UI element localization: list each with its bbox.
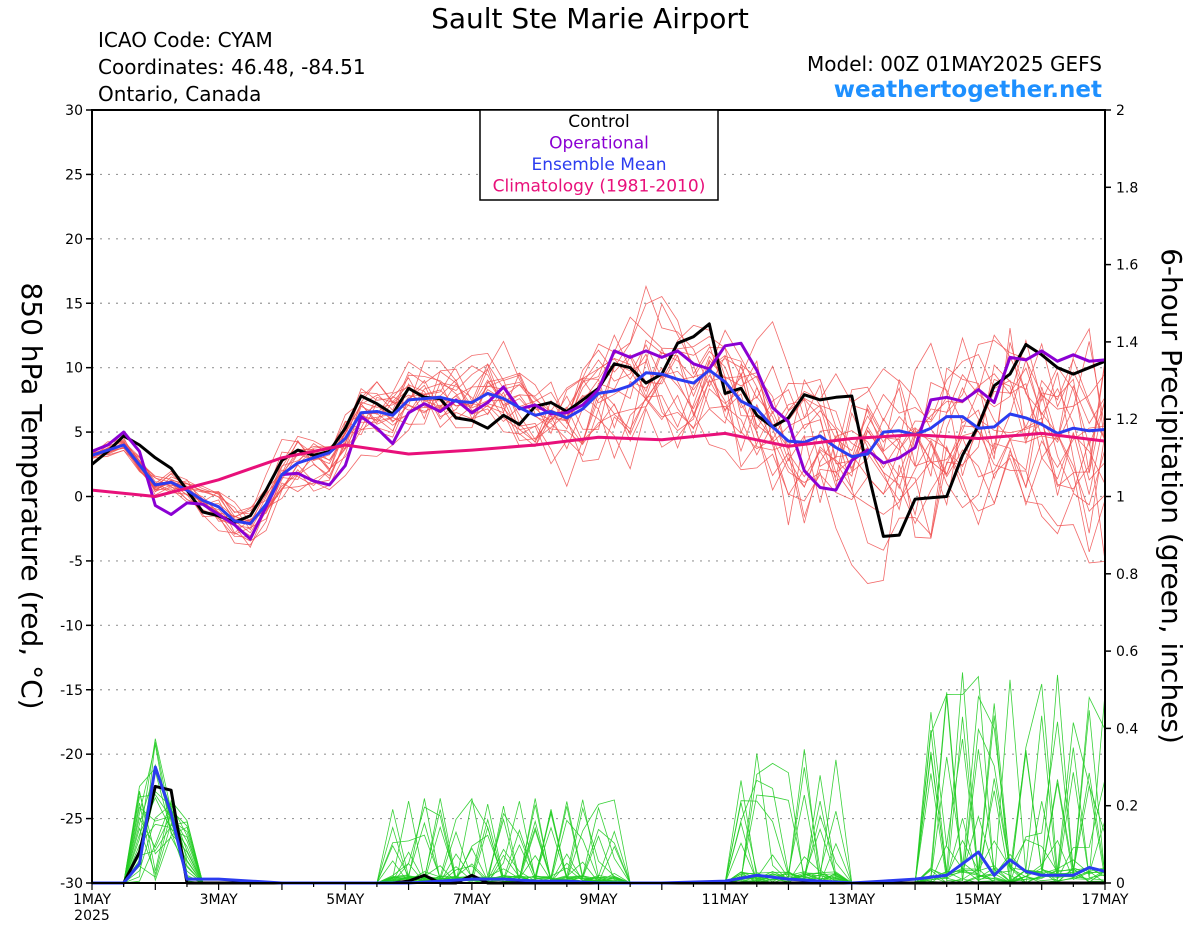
axes: 302520151050-5-10-15-20-25-3021.81.61.41… [60, 103, 1138, 924]
y-tick-label-right: 0.4 [1116, 721, 1138, 737]
site-link[interactable]: weathertogether.net [833, 77, 1102, 103]
model-run: Model: 00Z 01MAY2025 GEFS [807, 52, 1102, 76]
ensemble-member-temperature-line [91, 295, 1106, 523]
ensemble-member-precip-line [92, 675, 1106, 884]
y-tick-label-right: 1.6 [1116, 258, 1138, 274]
temperature-ensemble-mean-line [91, 368, 1106, 526]
ensemble-member-precip-line [92, 679, 1106, 884]
y-axis-label-right: 6-hour Precipitation (green, inches) [1155, 248, 1188, 744]
ensemble-member-temperature-line [91, 329, 1106, 535]
ensemble-member-temperature-line [91, 362, 1106, 584]
legend-entry: Climatology (1981-2010) [493, 177, 706, 197]
y-tick-label-right: 2 [1116, 103, 1125, 119]
ensemble-member-temperature-line [91, 334, 1106, 546]
y-tick-label-right: 0.2 [1116, 799, 1138, 815]
precip-ensemble-mean-line [92, 765, 1106, 885]
region: Ontario, Canada [98, 82, 262, 106]
y-tick-label-left: -25 [60, 812, 83, 828]
x-tick-label: 7MAY [453, 892, 491, 908]
y-tick-label-left: 25 [65, 167, 83, 183]
ensemble-member-precip-line [92, 672, 1106, 884]
y-tick-label-left: 5 [74, 425, 83, 441]
y-tick-label-right: 0.8 [1116, 567, 1138, 583]
y-tick-label-left: 20 [65, 232, 83, 248]
y-tick-label-right: 1.4 [1116, 335, 1138, 351]
ensemble-member-temperature-line [91, 342, 1106, 539]
coordinates: Coordinates: 46.48, -84.51 [98, 55, 366, 79]
x-tick-label: 11MAY [702, 892, 749, 908]
ensemble-member-precip-line [92, 710, 1106, 884]
y-axis-label-left: 850 hPa Temperature (red, °C) [15, 282, 48, 709]
legend-entry: Control [568, 112, 629, 132]
y-tick-label-right: 0.6 [1116, 644, 1138, 660]
x-tick-label: 15MAY [955, 892, 1002, 908]
y-tick-label-left: -10 [60, 618, 83, 634]
x-tick-label: 1MAY [73, 892, 111, 908]
y-tick-label-right: 0 [1116, 876, 1125, 892]
ensemble-member-temperature-line [91, 342, 1106, 529]
temperature-control-line [91, 322, 1106, 538]
legend-box [479, 109, 719, 201]
y-tick-label-left: 15 [65, 296, 83, 312]
y-tick-label-left: 30 [65, 103, 83, 119]
y-tick-label-right: 1.8 [1116, 180, 1138, 196]
x-tick-label: 9MAY [579, 892, 617, 908]
x-tick-label: 5MAY [326, 892, 364, 908]
ensemble-member-temperature-line [91, 334, 1106, 519]
y-tick-label-left: -15 [60, 683, 83, 699]
temperature-operational-line [91, 341, 1106, 541]
y-tick-label-left: -30 [60, 876, 83, 892]
ensemble-members [91, 285, 1106, 884]
temperature-climatology-1981-2010-line [91, 431, 1106, 498]
y-tick-label-left: 10 [65, 361, 83, 377]
y-tick-label-right: 1.2 [1116, 412, 1138, 428]
x-tick-label: 3MAY [200, 892, 238, 908]
chart-title: Sault Ste Marie Airport [431, 2, 749, 35]
legend-entry: Operational [549, 134, 649, 154]
ensemble-member-temperature-line [91, 363, 1106, 561]
y-tick-label-right: 1 [1116, 490, 1125, 506]
icao-code: ICAO Code: CYAM [98, 28, 273, 52]
legend-entry: Ensemble Mean [531, 155, 666, 175]
y-tick-label-left: -20 [60, 747, 83, 763]
ensemble-member-temperature-line [91, 353, 1106, 526]
x-tick-sublabel: 2025 [74, 908, 110, 924]
gridlines [92, 173, 1105, 820]
ensemble-member-temperature-line [91, 328, 1106, 534]
y-tick-label-left: 0 [74, 490, 83, 506]
x-tick-label: 17MAY [1082, 892, 1129, 908]
x-tick-label: 13MAY [828, 892, 875, 908]
y-tick-label-left: -5 [69, 554, 83, 570]
